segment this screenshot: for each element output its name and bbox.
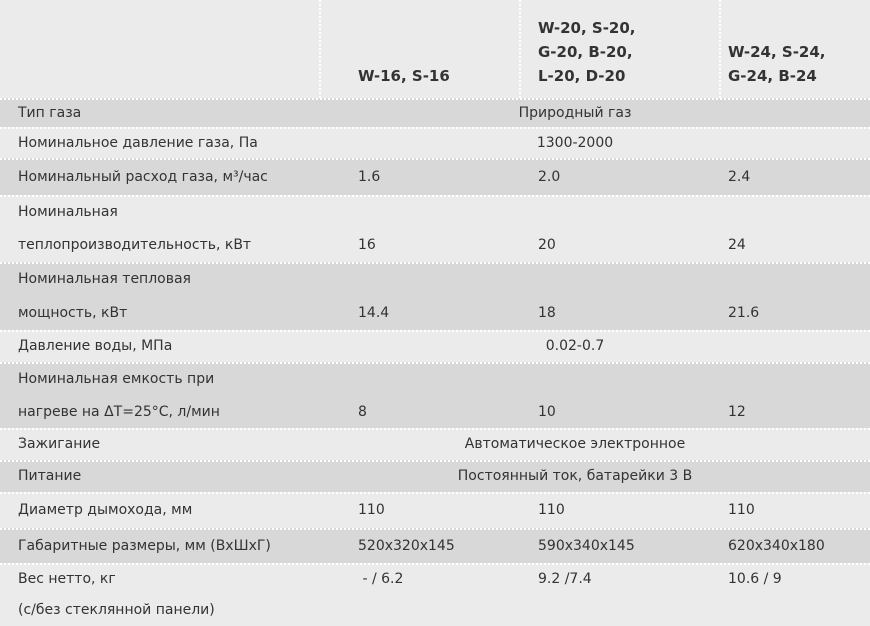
- table-row: [0, 158, 870, 195]
- row-label: Номинальный расход газа, м³/час: [18, 168, 268, 185]
- row-value: 1300-2000: [536, 134, 614, 151]
- row-value: Природный газ: [518, 104, 632, 121]
- row-value: 10.6 / 9: [728, 570, 782, 587]
- column-separator: [519, 0, 521, 98]
- table-row: [0, 127, 870, 158]
- row-value: 12: [728, 403, 746, 420]
- table-row: [0, 563, 870, 626]
- column-header: G-20, B-20,: [538, 43, 633, 61]
- row-value: 0.02-0.7: [545, 338, 605, 354]
- row-label: Номинальное давление газа, Па: [18, 134, 258, 151]
- column-header: W-20, S-20,: [538, 19, 636, 37]
- row-label: Зажигание: [18, 436, 101, 452]
- row-value: 21.6: [728, 305, 760, 321]
- row-value: 2.4: [728, 168, 751, 185]
- column-separator: [719, 0, 721, 98]
- row-label: Габаритные размеры, мм (ВхШхГ): [18, 537, 271, 554]
- table-row: [0, 262, 870, 330]
- row-value: 620x340x180: [728, 537, 825, 554]
- row-label: теплопроизводительность, кВт: [18, 237, 252, 254]
- row-value: 18: [538, 305, 556, 321]
- row-value: 110: [728, 502, 755, 518]
- row-value: 2.0: [538, 168, 561, 185]
- table-row: [0, 362, 870, 428]
- row-value: - / 6.2: [358, 570, 404, 587]
- table-row: [0, 428, 870, 460]
- row-label: мощность, кВт: [18, 305, 128, 321]
- row-label: Питание: [18, 468, 82, 484]
- row-label: Диаметр дымохода, мм: [18, 502, 193, 518]
- row-value: 110: [538, 502, 565, 518]
- column-separator: [319, 0, 321, 98]
- row-value: Постоянный ток, батарейки 3 В: [457, 468, 693, 484]
- row-label: Номинальная емкость при: [18, 370, 215, 387]
- row-value: 110: [358, 502, 385, 518]
- row-label: Номинальная: [18, 203, 118, 220]
- row-value: 10: [538, 403, 556, 420]
- row-value: 590x340x145: [538, 537, 635, 554]
- row-value: 9.2 /7.4: [538, 570, 592, 587]
- row-label: (с/без стеклянной панели): [18, 602, 215, 619]
- row-label: Тип газа: [18, 104, 82, 121]
- column-header: W-24, S-24,: [728, 43, 826, 61]
- row-value: 24: [728, 237, 746, 254]
- row-value: 8: [358, 403, 367, 420]
- row-label: нагреве на ΔT=25°C, л/мин: [18, 403, 220, 420]
- table-row: [0, 330, 870, 362]
- column-header: L-20, D-20: [538, 67, 626, 85]
- table-row: [0, 460, 870, 492]
- table-row: [0, 195, 870, 262]
- column-header: W-16, S-16: [358, 67, 450, 85]
- row-value: 14.4: [358, 305, 390, 321]
- row-label: Номинальная тепловая: [18, 271, 191, 287]
- column-header: G-24, B-24: [728, 67, 817, 85]
- table-row: [0, 528, 870, 563]
- table-row: [0, 492, 870, 528]
- row-value: 16: [358, 237, 376, 254]
- row-label: Давление воды, МПа: [18, 338, 173, 354]
- row-value: Автоматическое электронное: [464, 436, 686, 452]
- row-value: 520x320x145: [358, 537, 455, 554]
- row-value: 1.6: [358, 168, 381, 185]
- row-label: Вес нетто, кг: [18, 570, 116, 587]
- row-value: 20: [538, 237, 556, 254]
- table-row: [0, 98, 870, 127]
